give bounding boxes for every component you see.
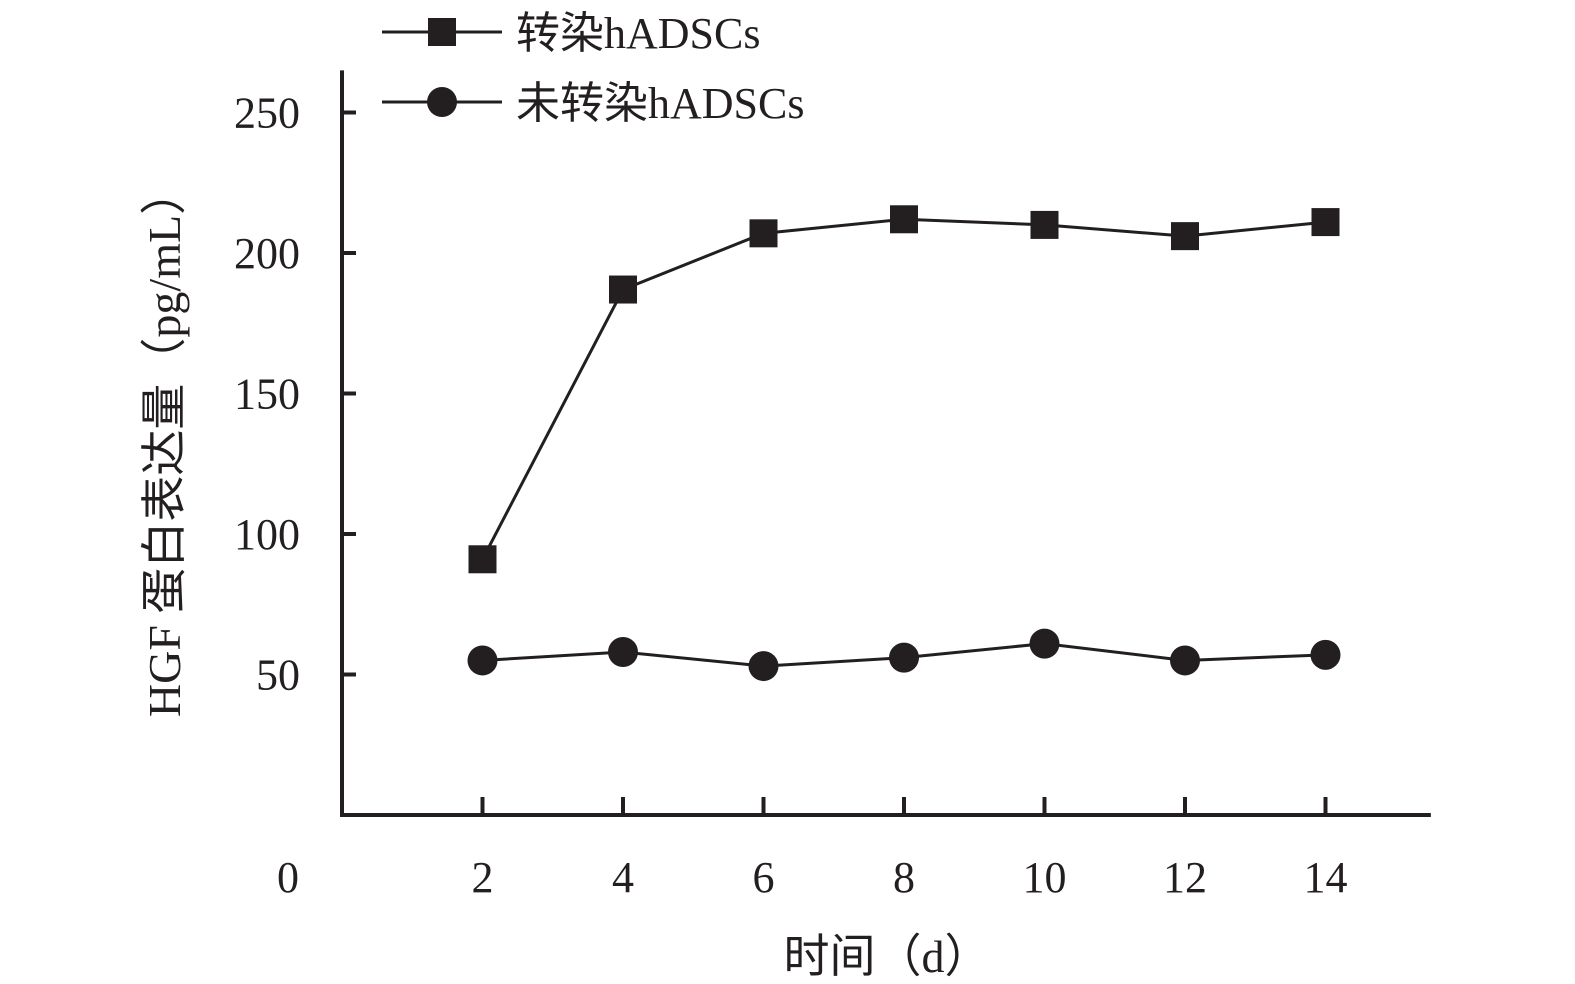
legend-marker [428, 18, 456, 46]
series-line [481, 217, 1326, 560]
data-point [467, 645, 498, 676]
data-point [1030, 210, 1059, 239]
x-tick-label: 8 [893, 853, 915, 902]
legend-label: 未转染hADSCs [516, 79, 805, 128]
y-tick-label: 200 [234, 229, 300, 278]
legend-label: 转染hADSCs [516, 9, 761, 58]
y-ticks: 50 100 150 200 250 [234, 89, 356, 700]
x-tick-label: 14 [1304, 853, 1348, 902]
y-tick-label: 250 [234, 89, 300, 138]
series-layer [467, 205, 1341, 682]
data-point [1310, 639, 1341, 670]
x-tick-label: 12 [1163, 853, 1207, 902]
x-tick-label: 4 [612, 853, 634, 902]
legend-item: 未转染hADSCs [382, 79, 805, 128]
x-axis-title: 时间（d） [784, 931, 991, 982]
legend-marker [427, 87, 457, 117]
data-point [609, 275, 637, 304]
data-point [1171, 222, 1199, 251]
x-ticks: 2 4 6 8 10 12 14 [472, 797, 1348, 902]
x-tick-label: 10 [1023, 853, 1067, 902]
data-point [1029, 628, 1060, 659]
x-tick-label: 6 [753, 853, 775, 902]
series-1 [468, 205, 1340, 574]
y-tick-label: 150 [234, 370, 300, 419]
x-tick-label: 2 [472, 853, 494, 902]
y-tick-label: 100 [234, 510, 300, 559]
data-point [608, 637, 638, 668]
data-point [1311, 208, 1340, 237]
y-tick-label: 50 [256, 651, 300, 700]
origin-tick-label: 0 [277, 853, 299, 902]
data-point [749, 219, 778, 248]
y-axis-title: HGF 蛋白表达量（pg/mL） [139, 169, 190, 717]
legend: 转染hADSCs 未转染hADSCs [382, 9, 805, 128]
series-2 [467, 628, 1341, 682]
axes [340, 70, 1431, 817]
data-point [468, 545, 497, 574]
data-point [889, 642, 919, 673]
data-point [890, 205, 918, 234]
data-point [748, 651, 779, 682]
data-point [1170, 645, 1200, 676]
legend-item: 转染hADSCs [382, 9, 761, 58]
